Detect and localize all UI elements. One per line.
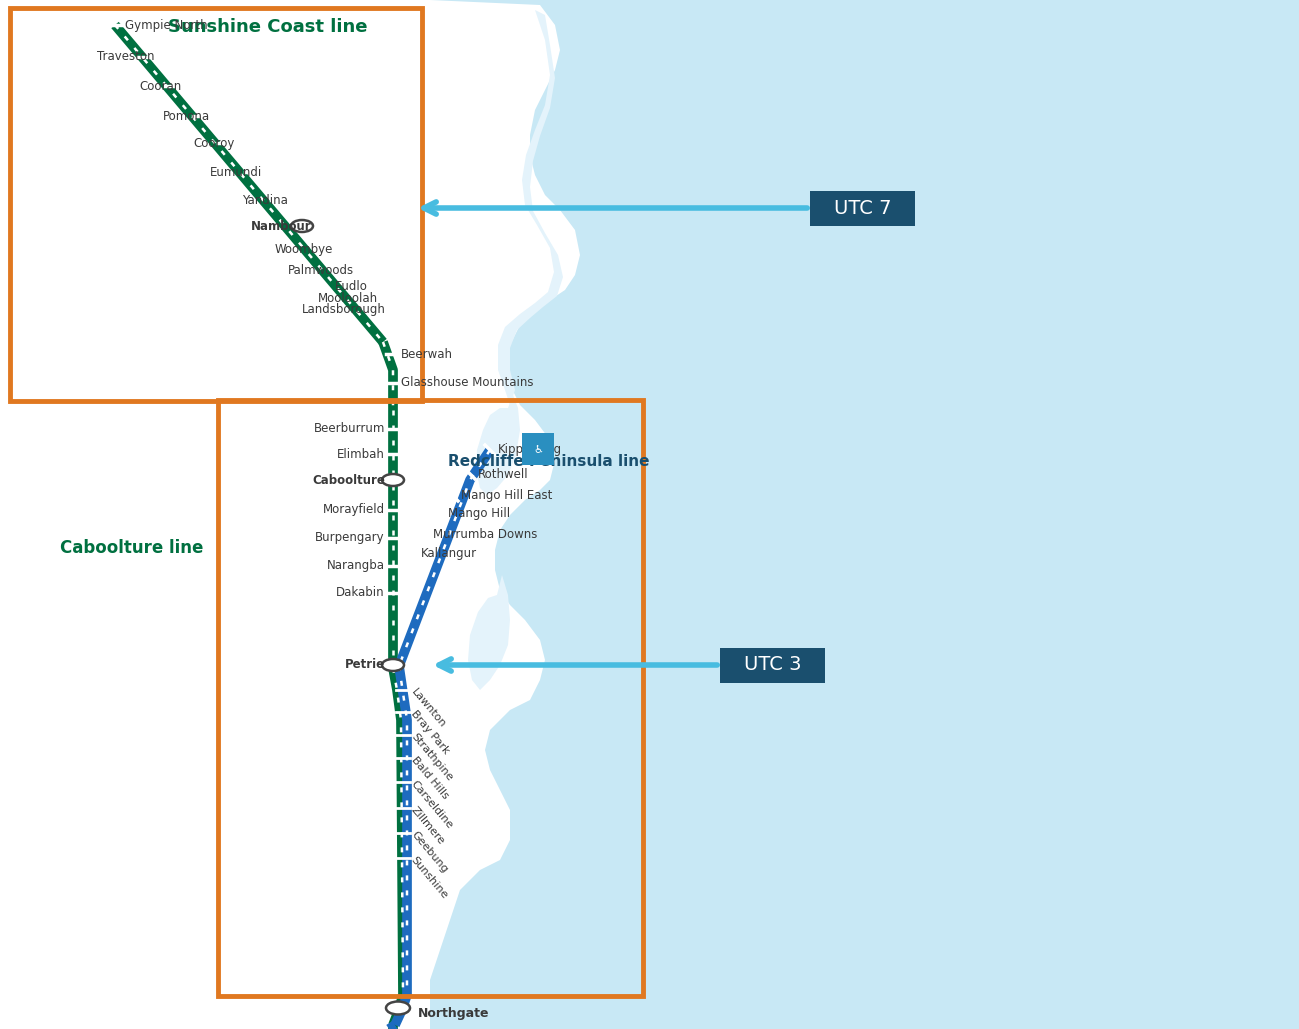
Text: Caboolture: Caboolture bbox=[312, 473, 385, 487]
Text: Kippa-Ring: Kippa-Ring bbox=[498, 443, 562, 457]
Text: Rothwell: Rothwell bbox=[478, 467, 529, 481]
Text: Mango Hill: Mango Hill bbox=[448, 507, 511, 521]
Text: Bray Park: Bray Park bbox=[409, 709, 451, 756]
Text: Yandina: Yandina bbox=[242, 193, 288, 207]
Text: Traveston: Traveston bbox=[97, 50, 155, 64]
Text: Carseldine: Carseldine bbox=[409, 779, 455, 830]
Text: Bald Hills: Bald Hills bbox=[409, 755, 449, 801]
Text: Pomona: Pomona bbox=[162, 109, 210, 122]
Text: Zillmere: Zillmere bbox=[409, 805, 447, 847]
Text: Narangba: Narangba bbox=[327, 560, 385, 572]
Text: Nambour: Nambour bbox=[252, 219, 312, 233]
Text: Palmwoods: Palmwoods bbox=[288, 264, 355, 278]
Bar bbox=[10, 8, 422, 401]
Text: Mango Hill East: Mango Hill East bbox=[461, 490, 552, 502]
Text: Lawnton: Lawnton bbox=[409, 686, 447, 730]
Text: Cooran: Cooran bbox=[140, 79, 182, 93]
Ellipse shape bbox=[291, 220, 313, 232]
FancyBboxPatch shape bbox=[720, 647, 825, 682]
Text: Cooroy: Cooroy bbox=[194, 137, 235, 149]
Text: Sunshine: Sunshine bbox=[409, 855, 449, 900]
FancyBboxPatch shape bbox=[811, 190, 914, 225]
Polygon shape bbox=[475, 395, 520, 495]
Polygon shape bbox=[498, 10, 562, 405]
Text: Kallangur: Kallangur bbox=[421, 546, 477, 560]
Text: Eumundi: Eumundi bbox=[209, 166, 262, 178]
Text: Woombye: Woombye bbox=[274, 243, 333, 255]
Text: Gympie North: Gympie North bbox=[125, 19, 208, 32]
Text: Landsborough: Landsborough bbox=[303, 304, 386, 317]
Text: Sunshine Coast line: Sunshine Coast line bbox=[168, 17, 368, 36]
Text: Petrie: Petrie bbox=[344, 659, 385, 672]
Text: Eudlo: Eudlo bbox=[335, 280, 368, 292]
Text: UTC 7: UTC 7 bbox=[834, 199, 891, 217]
Text: Dakabin: Dakabin bbox=[336, 587, 385, 600]
Ellipse shape bbox=[386, 1001, 410, 1015]
Text: Strathpine: Strathpine bbox=[409, 732, 455, 783]
Bar bbox=[218, 400, 643, 996]
Text: Geebung: Geebung bbox=[409, 829, 449, 875]
Text: ♿: ♿ bbox=[533, 443, 543, 454]
Text: Mooloolah: Mooloolah bbox=[318, 291, 378, 305]
Text: Redcliffe Peninsula line: Redcliffe Peninsula line bbox=[448, 455, 650, 469]
Text: UTC 3: UTC 3 bbox=[744, 655, 801, 674]
Text: Burpengary: Burpengary bbox=[316, 532, 385, 544]
Text: Morayfield: Morayfield bbox=[323, 503, 385, 517]
Text: Caboolture line: Caboolture line bbox=[60, 539, 204, 557]
Ellipse shape bbox=[382, 659, 404, 671]
Ellipse shape bbox=[382, 474, 404, 486]
Text: Elimbah: Elimbah bbox=[338, 448, 385, 461]
Text: Beerburrum: Beerburrum bbox=[313, 423, 385, 435]
Text: Northgate: Northgate bbox=[418, 1007, 490, 1021]
Text: Beerwah: Beerwah bbox=[401, 348, 453, 360]
Text: Glasshouse Mountains: Glasshouse Mountains bbox=[401, 377, 534, 390]
Text: Murrumba Downs: Murrumba Downs bbox=[433, 528, 538, 540]
Polygon shape bbox=[468, 575, 511, 690]
Polygon shape bbox=[430, 0, 1299, 1029]
